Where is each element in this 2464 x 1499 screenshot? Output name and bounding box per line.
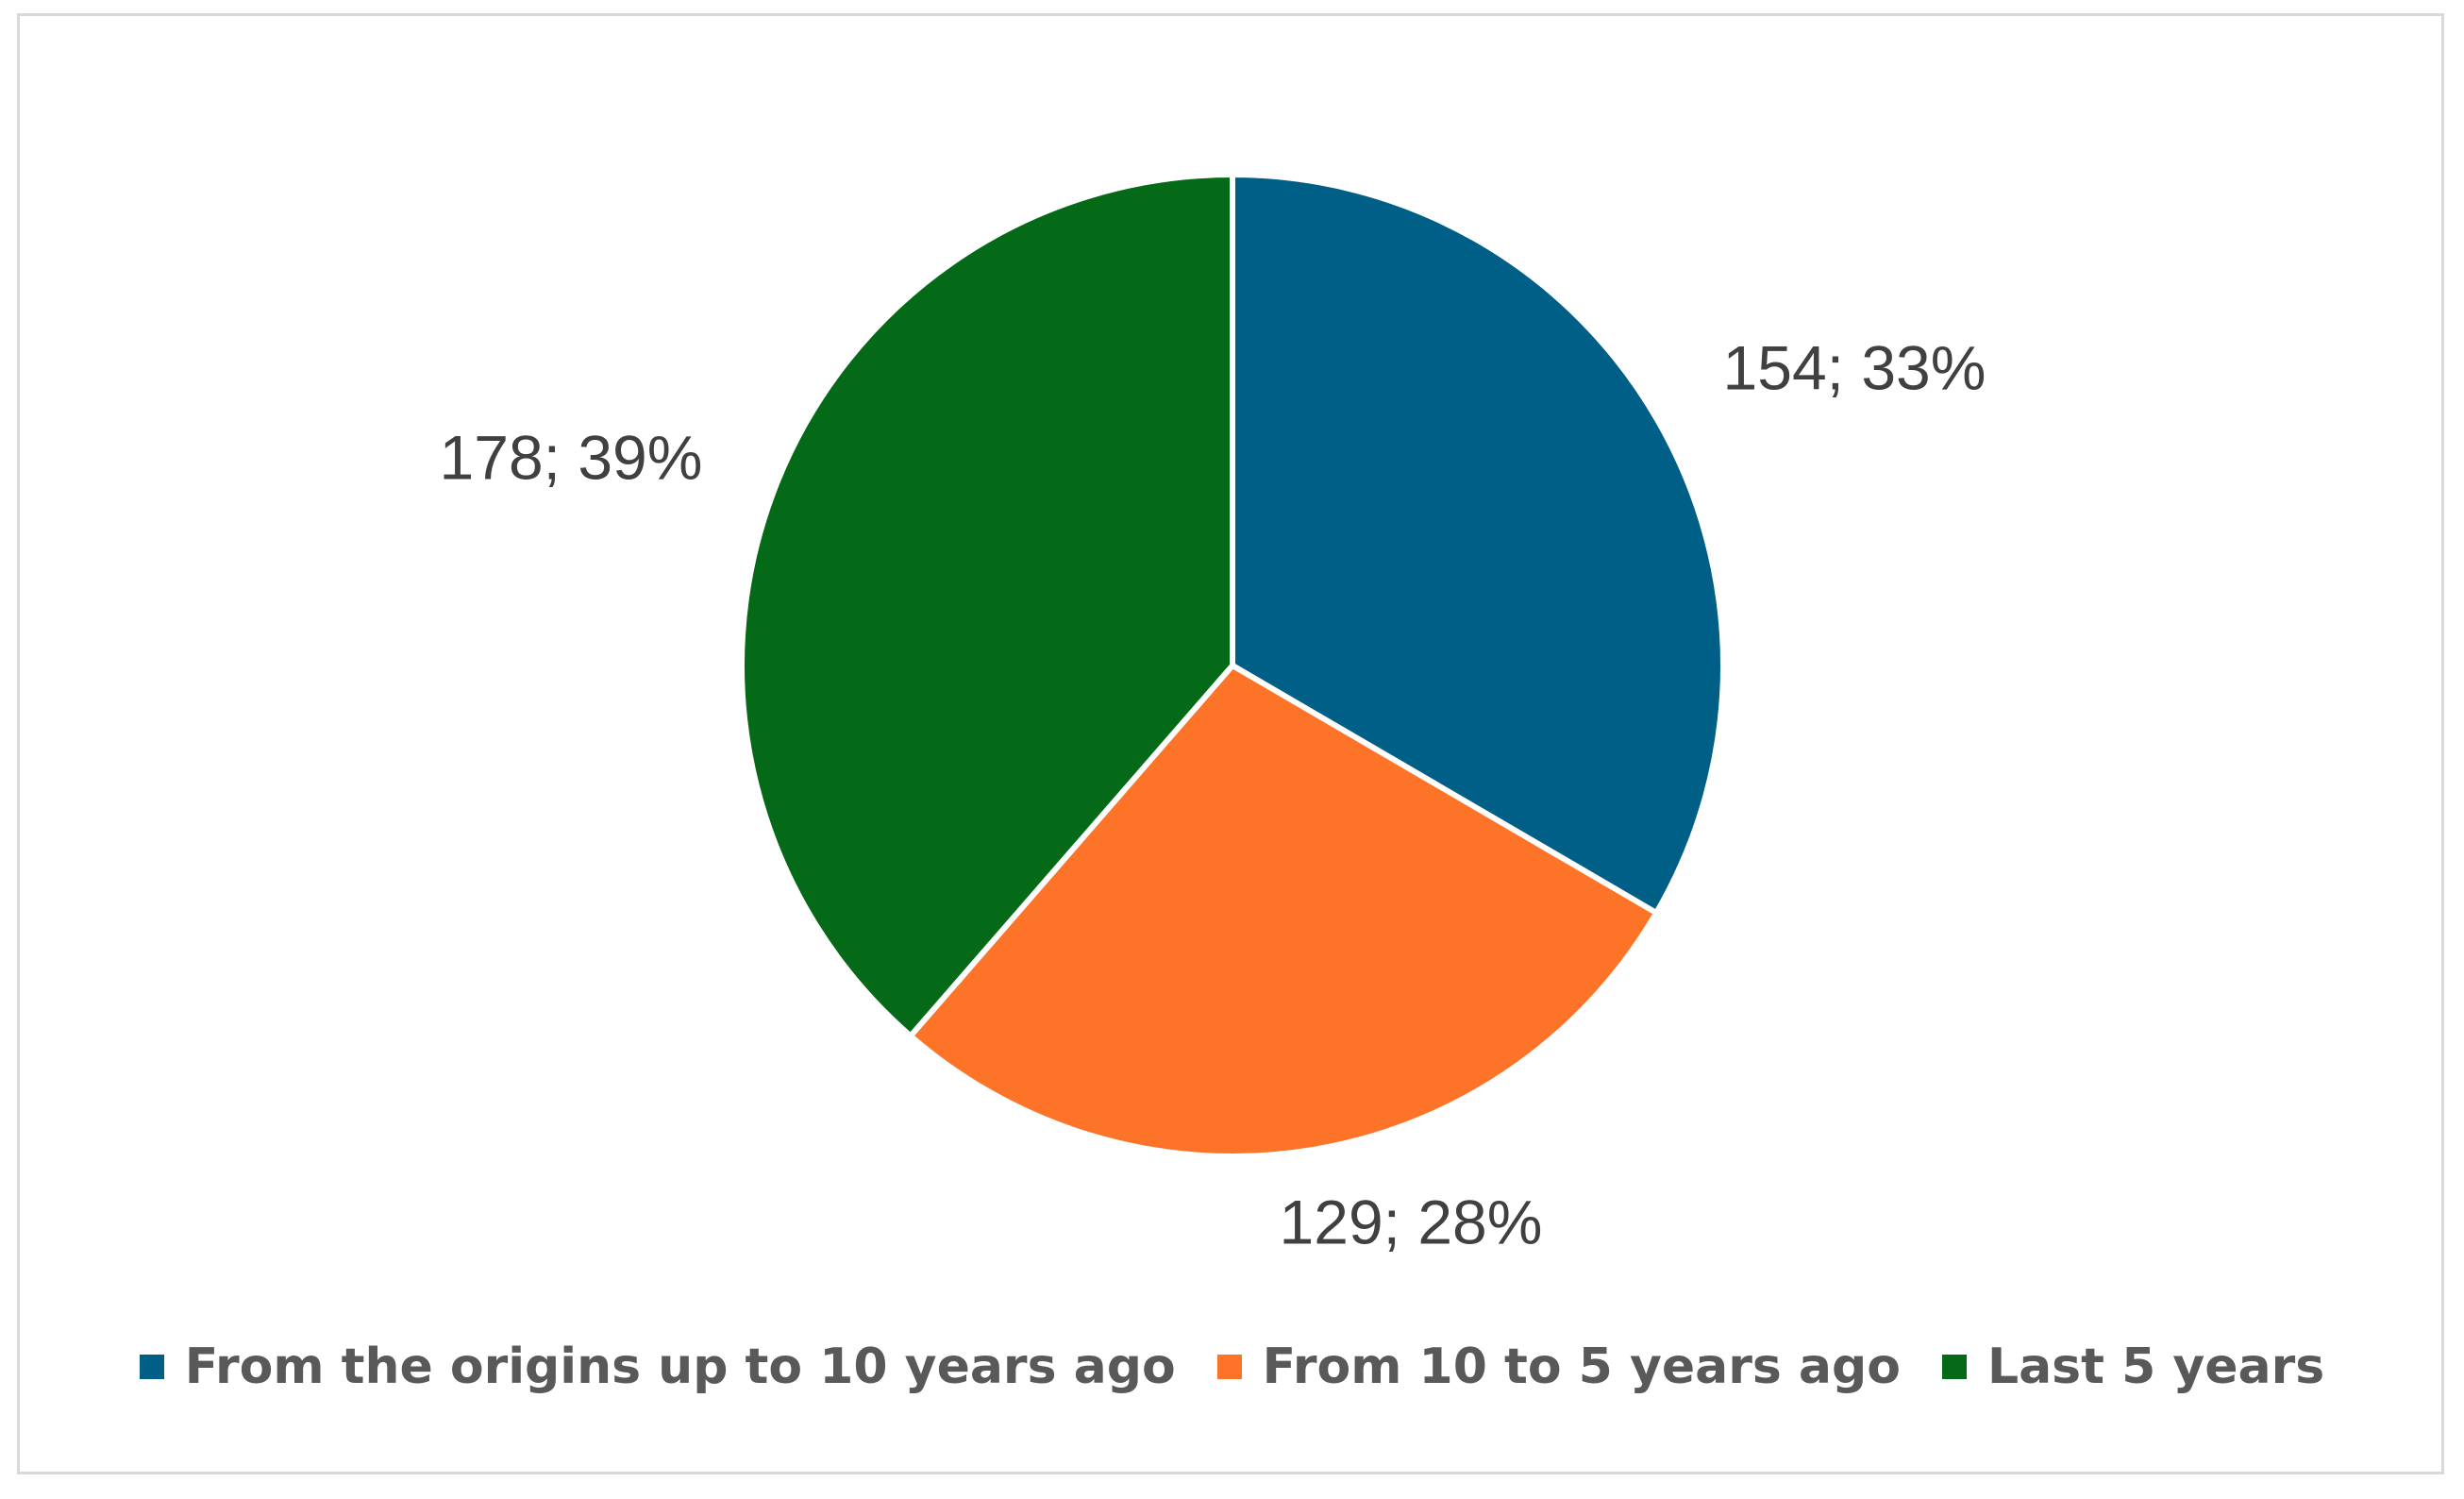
legend-label-ten-to-five: From 10 to 5 years ago bbox=[1262, 1339, 1901, 1395]
legend-swatch-last-five bbox=[1941, 1355, 1967, 1379]
legend-label-last-five: Last 5 years bbox=[1986, 1339, 2325, 1395]
pie-slice-origins bbox=[1230, 172, 1726, 917]
legend-item-last-five: Last 5 years bbox=[1941, 1339, 2325, 1395]
pie-slice-ten-to-five bbox=[907, 663, 1660, 1159]
pie-slice-last-five bbox=[739, 172, 1235, 1039]
legend-swatch-ten-to-five bbox=[1216, 1355, 1242, 1379]
data-label-origins: 154; 33% bbox=[1723, 332, 1986, 402]
legend: From the origins up to 10 years ago From … bbox=[0, 1339, 2464, 1395]
pie-slices bbox=[739, 172, 1726, 1159]
data-label-last-five: 178; 39% bbox=[440, 422, 703, 492]
legend-item-origins: From the origins up to 10 years ago bbox=[139, 1339, 1176, 1395]
legend-label-origins: From the origins up to 10 years ago bbox=[184, 1339, 1176, 1395]
legend-swatch-origins bbox=[139, 1355, 164, 1379]
pie-data-labels: 154; 33% 129; 28% 178; 39% bbox=[440, 332, 1986, 1256]
legend-item-ten-to-five: From 10 to 5 years ago bbox=[1216, 1339, 1901, 1395]
data-label-ten-to-five: 129; 28% bbox=[1280, 1187, 1543, 1256]
